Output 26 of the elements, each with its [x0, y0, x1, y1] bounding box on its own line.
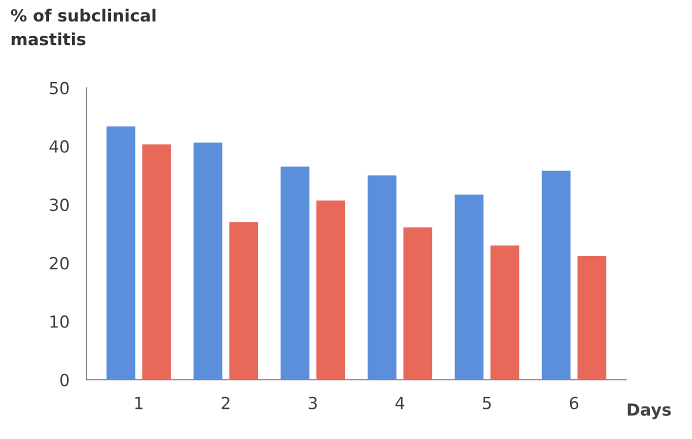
x-tick-label: 4 — [395, 396, 404, 410]
x-axis-title: Days — [628, 403, 671, 420]
x-tick-label: 6 — [570, 396, 578, 410]
y-axis-title: % of subclinical mastitis — [10, 8, 156, 46]
bar — [142, 144, 171, 380]
x-tick-label: 3 — [308, 396, 317, 410]
y-tick-label: 20 — [50, 256, 69, 270]
bar — [368, 175, 396, 380]
bar — [403, 227, 432, 380]
bar — [454, 194, 484, 380]
x-tick-label: 2 — [222, 396, 230, 410]
y-tick-label: 0 — [60, 374, 69, 386]
x-tick-label: 1 — [135, 396, 142, 410]
y-tick-label: 40 — [49, 140, 69, 153]
bar — [316, 200, 346, 380]
bar — [229, 222, 258, 380]
y-tick-label: 10 — [50, 315, 69, 328]
y-tick-label: 50 — [50, 82, 69, 94]
bar — [542, 170, 571, 380]
x-tick-label: 5 — [482, 396, 491, 410]
bar — [280, 166, 310, 380]
bar — [194, 142, 222, 380]
bar — [578, 256, 606, 380]
bar — [490, 245, 520, 380]
y-tick-label: 30 — [50, 198, 69, 212]
bar — [106, 126, 136, 380]
